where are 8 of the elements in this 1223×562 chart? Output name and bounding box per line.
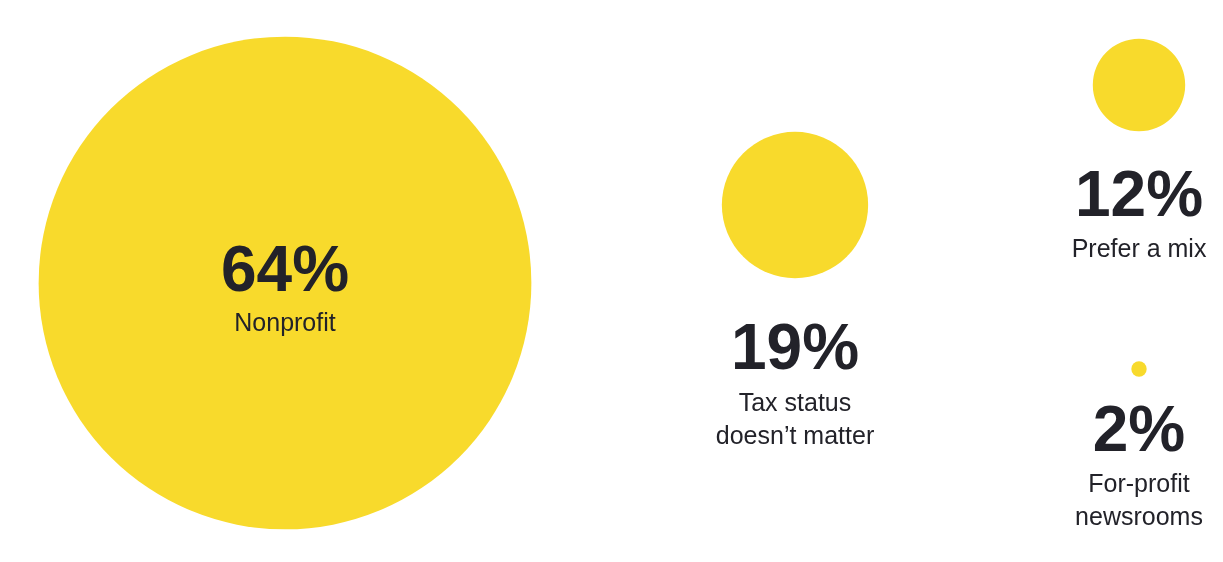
category-label: Nonprofit <box>234 308 336 336</box>
data-label: 2% <box>1092 393 1186 465</box>
data-label: 64% <box>220 233 350 305</box>
category-label: Tax status doesn’t matter <box>715 388 875 449</box>
data-label: 19% <box>730 311 860 383</box>
data-label: 12% <box>1074 158 1204 230</box>
category-label: For-profit newsrooms <box>1075 469 1203 530</box>
category-label: Prefer a mix <box>1071 234 1207 262</box>
